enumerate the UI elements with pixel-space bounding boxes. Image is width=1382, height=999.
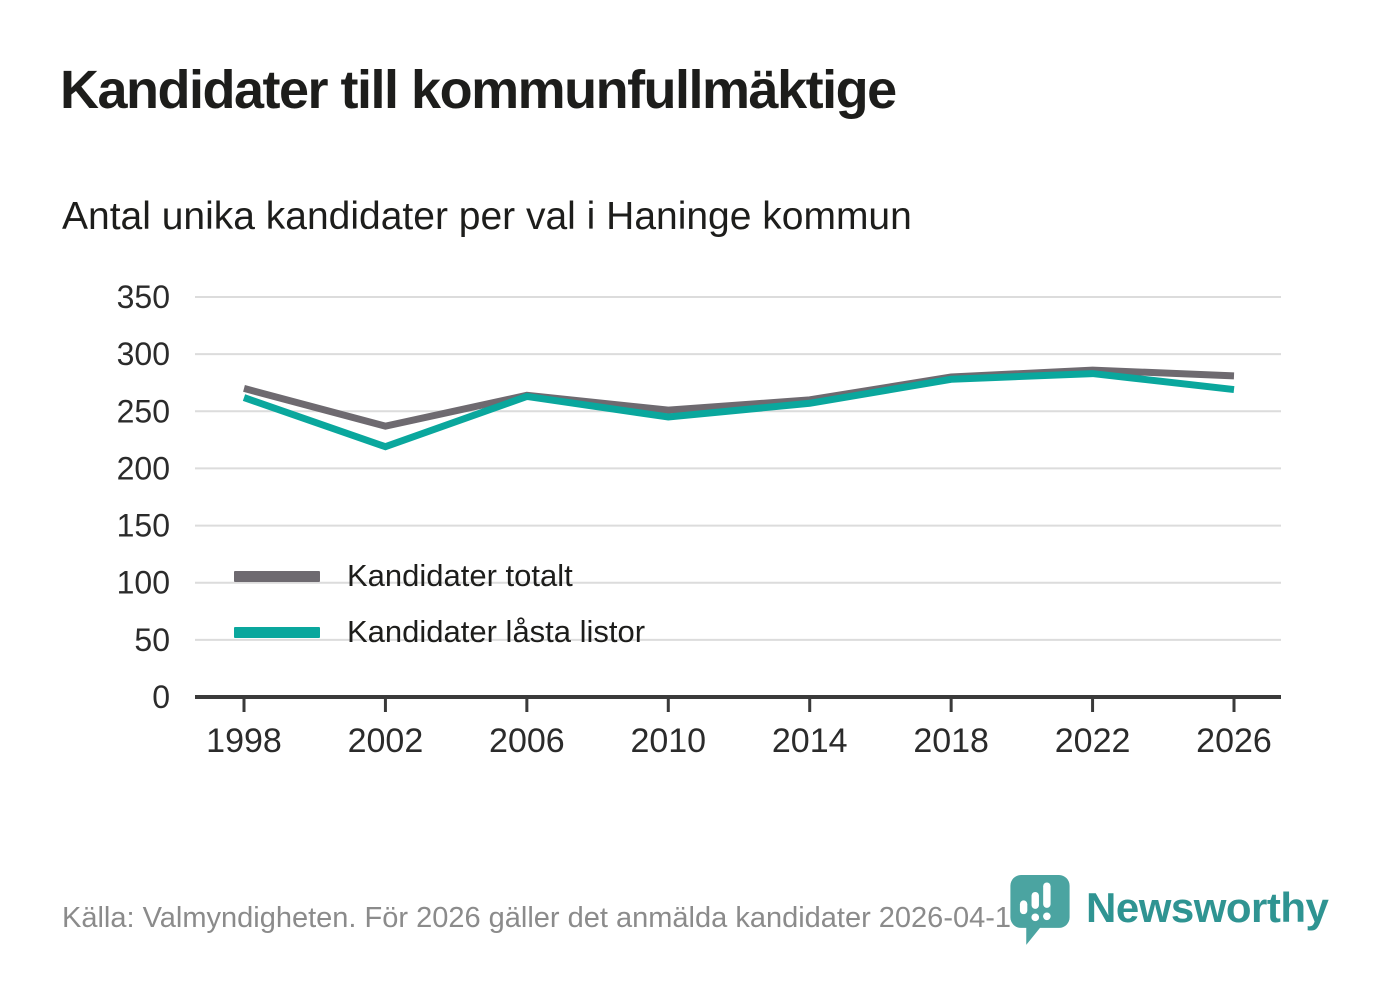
svg-text:150: 150 <box>117 508 170 544</box>
legend-item-total: Kandidater totalt <box>234 548 645 604</box>
line-chart: 0 50 100 150 200 250 300 350 1998 2002 2006 2010 201… <box>117 279 1281 760</box>
svg-text:1998: 1998 <box>206 722 282 760</box>
chart-subtitle: Antal unika kandidater per val i Haninge… <box>62 195 912 238</box>
legend: Kandidater totalt Kandidater låsta listo… <box>234 548 645 660</box>
source-note: Källa: Valmyndigheten. För 2026 gäller d… <box>62 902 1036 934</box>
newsworthy-logo: Newsworthy <box>1008 874 1329 948</box>
svg-text:250: 250 <box>117 393 170 429</box>
newsworthy-pin-barchart-icon <box>1010 875 1070 945</box>
svg-text:350: 350 <box>117 279 170 315</box>
page-title: Kandidater till kommunfullmäktige <box>60 60 897 120</box>
svg-text:2018: 2018 <box>913 722 989 760</box>
svg-text:100: 100 <box>117 565 170 601</box>
svg-text:0: 0 <box>152 679 170 715</box>
svg-text:2022: 2022 <box>1055 722 1131 760</box>
svg-text:2002: 2002 <box>348 722 424 760</box>
newsworthy-wordmark: Newsworthy <box>1086 884 1329 931</box>
svg-text:2006: 2006 <box>489 722 565 760</box>
svg-text:300: 300 <box>117 336 170 372</box>
svg-text:2014: 2014 <box>772 722 848 760</box>
legend-item-locked-lists: Kandidater låsta listor <box>234 604 645 660</box>
svg-text:200: 200 <box>117 450 170 486</box>
legend-label-locked-lists: Kandidater låsta listor <box>347 614 646 649</box>
legend-label-total: Kandidater totalt <box>347 558 573 593</box>
legend-swatch-locked-lists-icon <box>234 626 320 638</box>
svg-text:50: 50 <box>134 622 170 658</box>
svg-text:2010: 2010 <box>630 722 706 760</box>
legend-swatch-total-icon <box>234 570 320 582</box>
svg-text:2026: 2026 <box>1196 722 1272 760</box>
